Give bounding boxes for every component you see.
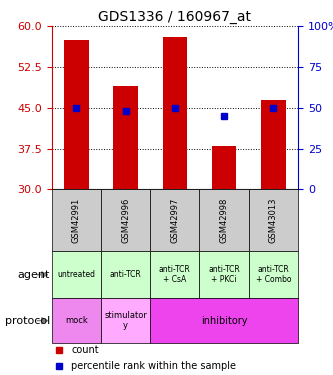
Text: anti-TCR: anti-TCR — [110, 270, 142, 279]
Text: GSM42996: GSM42996 — [121, 198, 130, 243]
Bar — [249, 251, 298, 298]
Text: anti-TCR
+ CsA: anti-TCR + CsA — [159, 265, 191, 284]
Bar — [261, 100, 286, 189]
Text: GSM42991: GSM42991 — [72, 198, 81, 243]
Bar — [52, 189, 101, 251]
Bar — [64, 40, 89, 189]
Bar — [113, 86, 138, 189]
Bar — [163, 37, 187, 189]
Bar — [101, 298, 150, 343]
Bar — [212, 146, 236, 189]
Text: anti-TCR
+ Combo: anti-TCR + Combo — [256, 265, 291, 284]
Text: mock: mock — [65, 316, 88, 325]
Bar — [150, 189, 199, 251]
Title: GDS1336 / 160967_at: GDS1336 / 160967_at — [98, 10, 251, 24]
Text: percentile rank within the sample: percentile rank within the sample — [71, 361, 236, 371]
Bar — [199, 251, 249, 298]
Text: agent: agent — [18, 270, 50, 280]
Bar — [52, 251, 101, 298]
Text: count: count — [71, 345, 99, 355]
Text: GSM42998: GSM42998 — [219, 198, 229, 243]
Bar — [249, 189, 298, 251]
Bar — [101, 251, 150, 298]
Bar — [101, 189, 150, 251]
Bar — [199, 189, 249, 251]
Text: protocol: protocol — [5, 316, 50, 326]
Text: untreated: untreated — [57, 270, 95, 279]
Text: stimulator
y: stimulator y — [104, 311, 147, 330]
Text: inhibitory: inhibitory — [201, 316, 247, 326]
Text: GSM42997: GSM42997 — [170, 198, 179, 243]
Bar — [150, 298, 298, 343]
Text: anti-TCR
+ PKCi: anti-TCR + PKCi — [208, 265, 240, 284]
Bar — [52, 298, 101, 343]
Bar — [150, 251, 199, 298]
Text: GSM43013: GSM43013 — [269, 198, 278, 243]
